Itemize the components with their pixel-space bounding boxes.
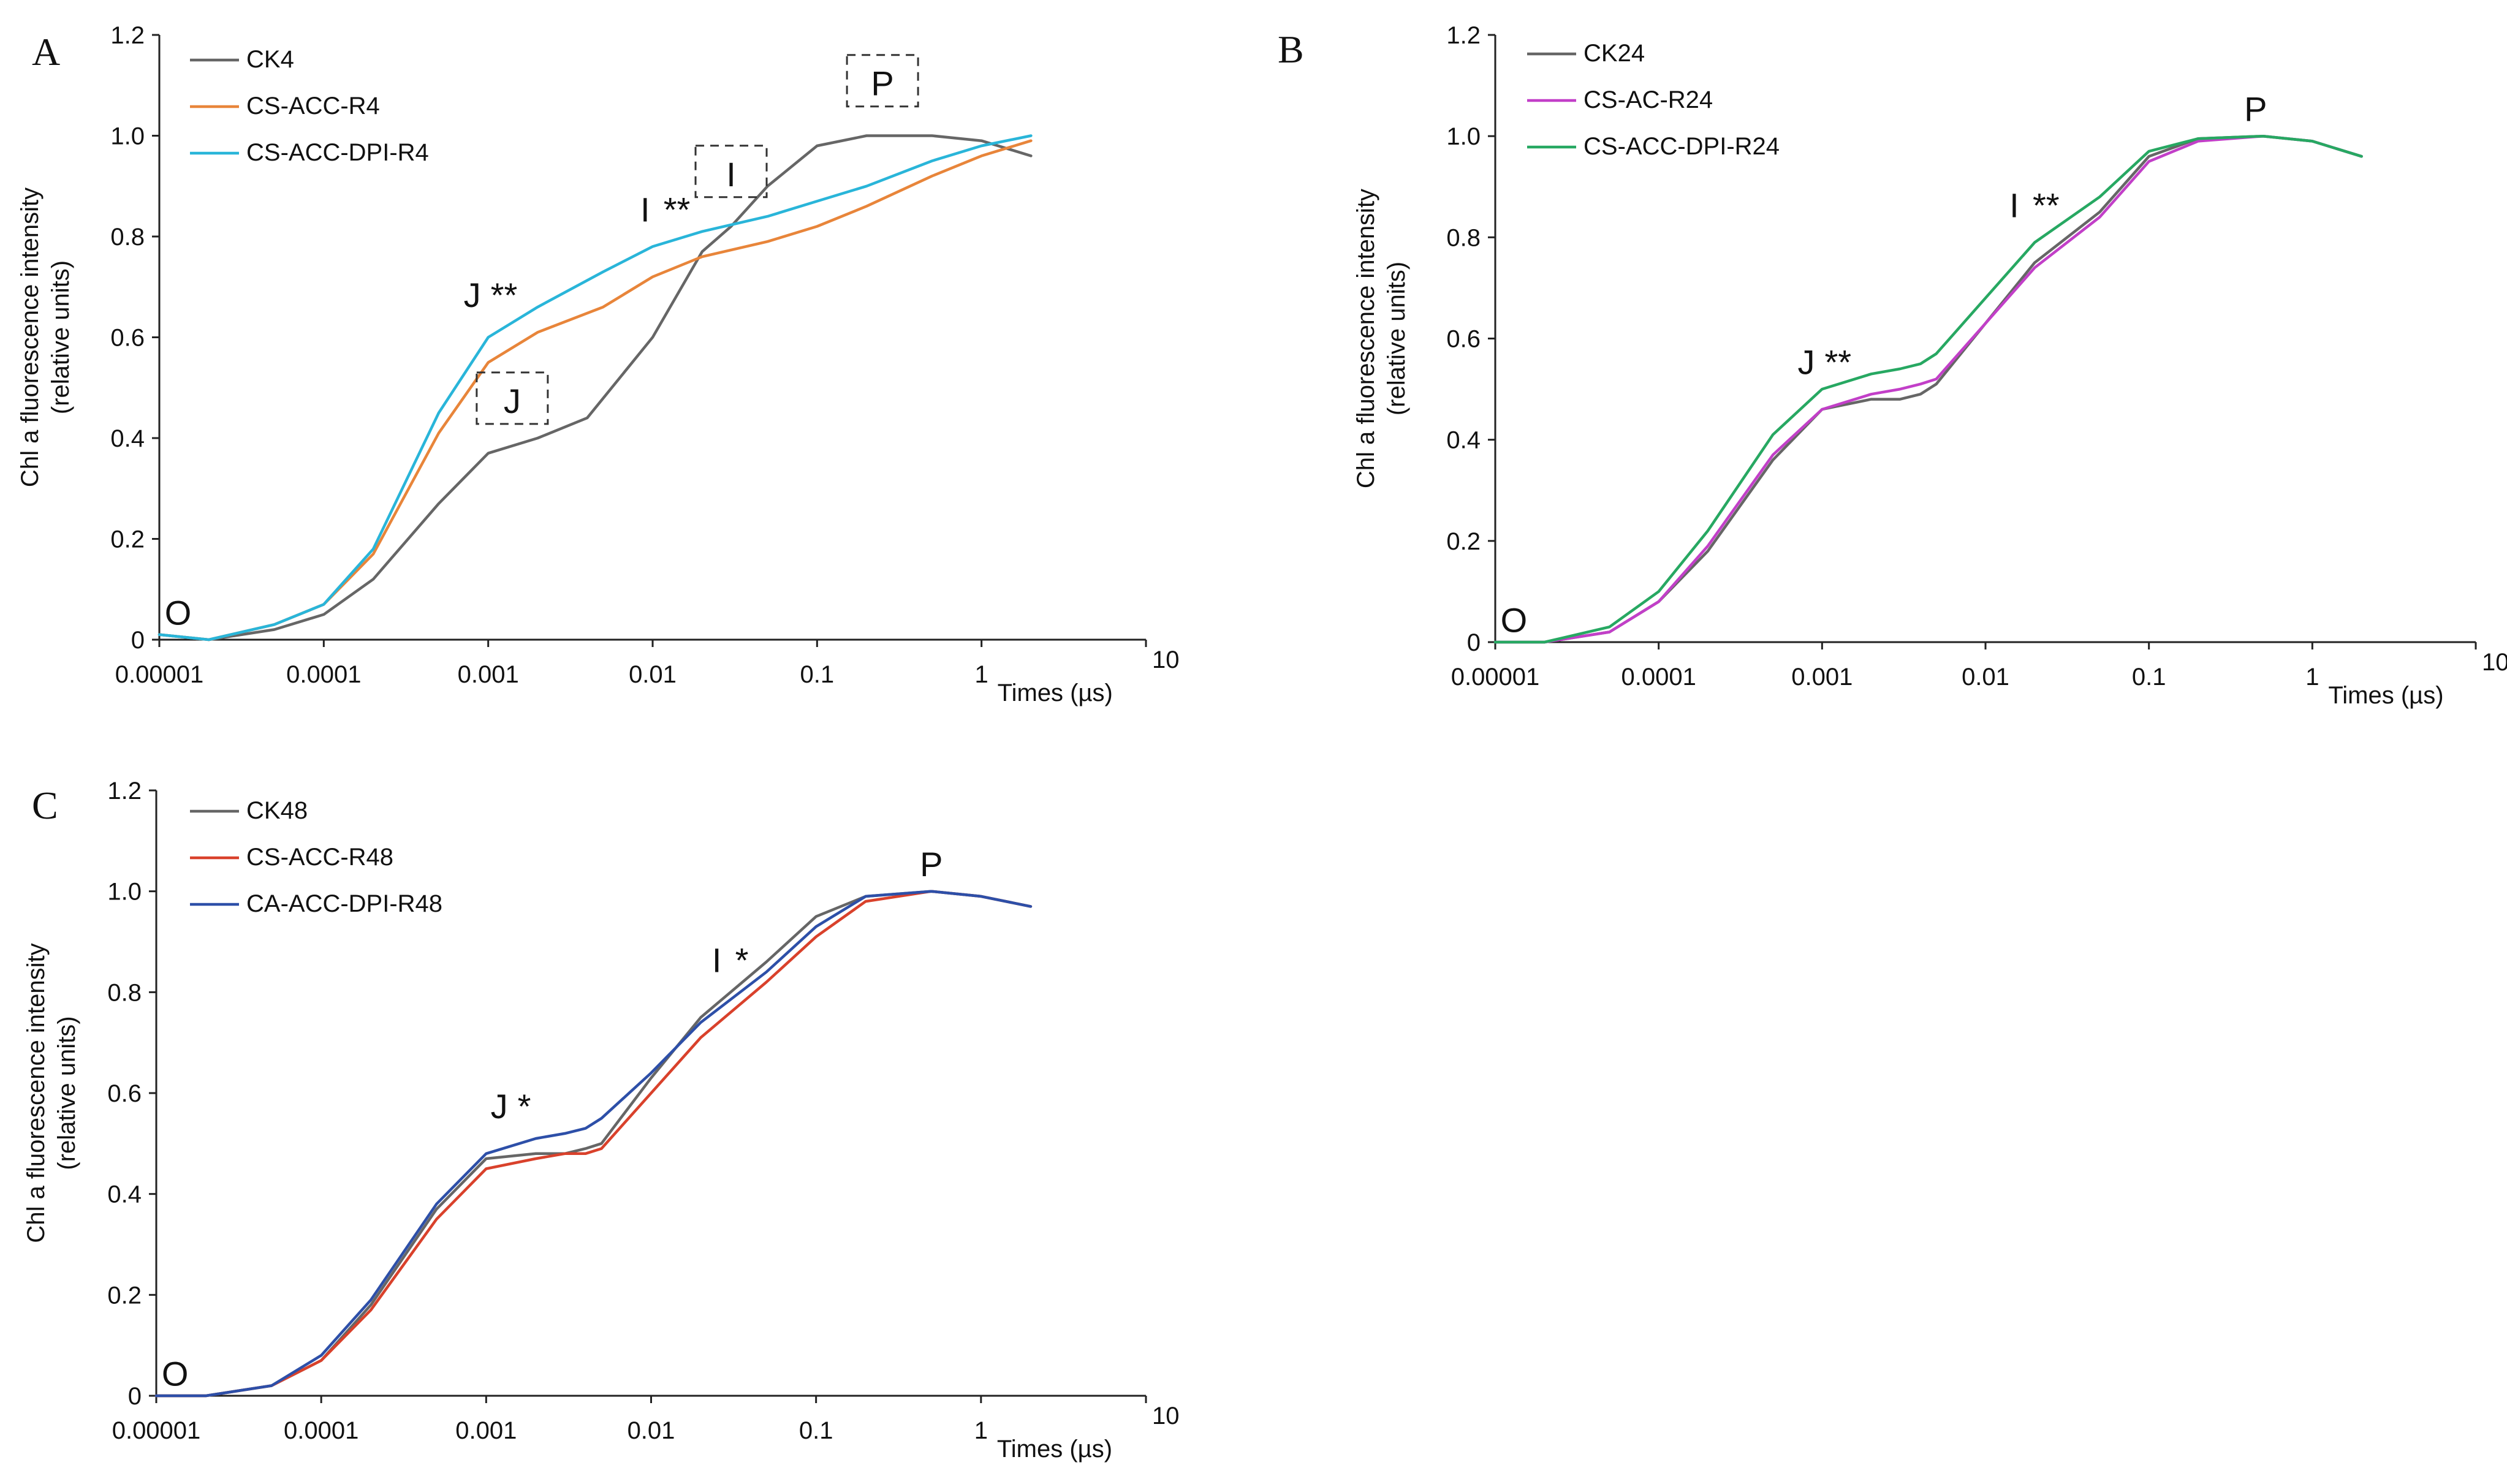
legend-label: CK24 — [1583, 40, 1645, 67]
phase-label-i: I — [712, 941, 722, 979]
phase-label-i: I — [640, 190, 650, 229]
legend-label: CK4 — [246, 46, 294, 73]
x-tick-label: 10 — [1152, 646, 1180, 673]
y-tick-label: 0.6 — [1446, 326, 1481, 353]
chart-panel-c: 0 0.2 0.4 0.6 0.8 1.0 1.2 0.00001 0.0001 0.001 0.0… — [23, 778, 1180, 1463]
series-line-ck4 — [157, 134, 1033, 642]
y-axis-subtitle: (relative units) — [53, 1016, 80, 1170]
x-tick-label: 1 — [975, 661, 988, 688]
y-tick-label: 1.0 — [1446, 123, 1481, 150]
series-line-cs-acc-dpi-r4 — [157, 134, 1033, 642]
phase-box — [846, 54, 919, 108]
legend-label: CS-ACC-R48 — [246, 844, 393, 871]
y-tick-label: 0.8 — [1446, 224, 1481, 251]
y-tick-label: 1.2 — [1446, 22, 1481, 49]
legend-label: CS-ACC-DPI-R4 — [246, 139, 429, 166]
x-axis-title: Times (µs) — [997, 1436, 1112, 1463]
significance-stars: * — [735, 941, 749, 979]
phase-label-i: I — [726, 155, 736, 194]
y-tick-label: 0 — [131, 627, 145, 654]
y-axis-subtitle: (relative units) — [47, 260, 74, 414]
phase-label-o: O — [162, 1355, 189, 1393]
chart-panel-b: 0 0.2 0.4 0.6 0.8 1.0 1.2 0.00001 0.0001 0.001 0.0… — [1278, 22, 2507, 709]
y-tick-label: 1.2 — [110, 22, 145, 49]
significance-stars: ** — [491, 276, 518, 314]
y-tick-label: 0.6 — [107, 1080, 142, 1107]
phase-box — [694, 145, 768, 199]
legend-label: CA-ACC-DPI-R48 — [246, 890, 442, 917]
y-tick-label: 1.2 — [107, 778, 142, 804]
phase-label-j: J — [464, 276, 481, 314]
y-tick-label: 0.4 — [110, 425, 145, 452]
y-tick-label: 1.0 — [107, 879, 142, 906]
x-tick-label: 0.0001 — [1621, 664, 1696, 691]
y-tick-label: 0.4 — [1446, 427, 1481, 454]
x-tick-label: 0.01 — [1962, 664, 2009, 691]
chart-panel-a: 0 0.2 0.4 0.6 0.8 1.0 1.2 0.00001 0.0001 0.001 0.0… — [17, 22, 1180, 706]
series-line-cs-acc-r4 — [157, 139, 1033, 642]
legend-label: CS-AC-R24 — [1583, 86, 1713, 113]
x-axis-title: Times (µs) — [2328, 682, 2443, 709]
y-tick-label: 0.8 — [107, 979, 142, 1006]
y-tick-label: 0.2 — [1446, 528, 1481, 555]
significance-stars: ** — [2033, 186, 2060, 224]
phase-label-p: P — [2244, 89, 2267, 128]
significance-stars: ** — [664, 190, 691, 229]
x-tick-label: 0.0001 — [284, 1417, 358, 1444]
series-line-ck48 — [154, 890, 1033, 1398]
series-line-ck24 — [1493, 134, 2363, 644]
phase-label-p: P — [920, 845, 942, 884]
x-tick-label: 0.00001 — [1451, 664, 1540, 691]
phase-label-j: J — [504, 382, 521, 420]
x-tick-label: 0.0001 — [286, 661, 361, 688]
y-tick-label: 0.2 — [107, 1282, 142, 1309]
y-axis-title: Chl a fluorescence intensity — [1352, 189, 1379, 488]
y-tick-label: 0.4 — [107, 1181, 142, 1208]
y-axis-subtitle: (relative units) — [1383, 262, 1410, 415]
x-tick-label: 0.001 — [455, 1417, 517, 1444]
x-tick-label: 0.1 — [2132, 664, 2166, 691]
x-tick-label: 0.01 — [628, 1417, 675, 1444]
series-line-cs-acc-dpi-r24 — [1493, 134, 2363, 644]
x-tick-label: 1 — [974, 1417, 988, 1444]
panel-letter: B — [1278, 28, 1304, 71]
x-tick-label: 0.1 — [800, 661, 835, 688]
panel-letter: C — [32, 784, 58, 827]
significance-stars: * — [518, 1087, 531, 1126]
phase-label-j: J — [491, 1087, 508, 1126]
y-axis-title: Chl a fluorescence intensity — [23, 943, 50, 1243]
phase-label-o: O — [1501, 600, 1528, 639]
phase-label-p: P — [871, 64, 893, 103]
phase-label-o: O — [165, 593, 192, 632]
y-tick-label: 0.6 — [110, 325, 145, 352]
x-axis-title: Times (µs) — [998, 680, 1113, 706]
series-line-cs-acc-r48 — [154, 890, 1033, 1398]
series-line-ca-acc-dpi-r48 — [154, 890, 1033, 1398]
x-tick-label: 1 — [2305, 664, 2319, 691]
x-tick-label: 0.00001 — [115, 661, 204, 688]
x-tick-label: 10 — [1152, 1403, 1180, 1429]
y-tick-label: 0.8 — [110, 224, 145, 251]
x-tick-label: 0.001 — [1791, 664, 1853, 691]
phase-label-i: I — [2009, 186, 2019, 224]
phase-label-j: J — [1797, 343, 1815, 381]
significance-stars: ** — [1824, 343, 1851, 381]
x-tick-label: 10 — [2482, 649, 2507, 676]
panel-letter: A — [32, 30, 60, 74]
x-tick-label: 0.001 — [458, 661, 519, 688]
legend-label: CS-ACC-DPI-R24 — [1583, 133, 1780, 160]
y-axis-title: Chl a fluorescence intensity — [17, 187, 44, 487]
x-tick-label: 0.1 — [799, 1417, 833, 1444]
legend-label: CS-ACC-R4 — [246, 93, 380, 119]
series-line-cs-ac-r24 — [1493, 134, 2363, 644]
phase-box — [476, 371, 549, 425]
y-tick-label: 0.2 — [110, 526, 145, 553]
x-tick-label: 0.00001 — [112, 1417, 201, 1444]
legend-label: CK48 — [246, 797, 308, 824]
y-tick-label: 0 — [1467, 629, 1481, 656]
x-tick-label: 0.01 — [629, 661, 677, 688]
y-tick-label: 0 — [128, 1383, 142, 1410]
y-tick-label: 1.0 — [110, 123, 145, 150]
